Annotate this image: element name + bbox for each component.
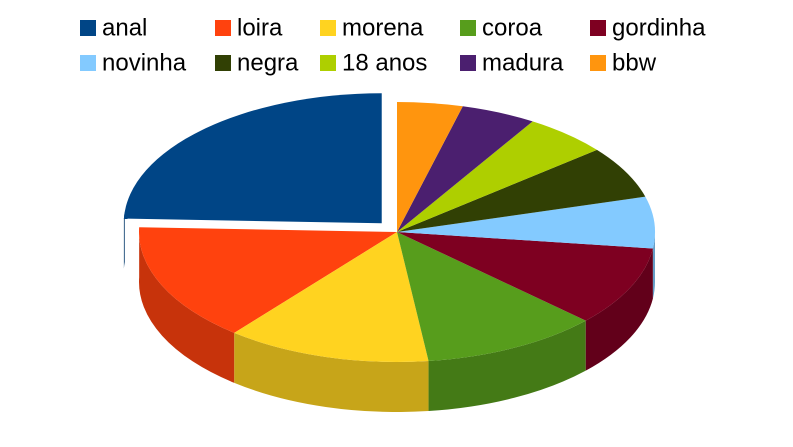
slice-side <box>123 211 125 269</box>
slice <box>234 232 429 362</box>
legend-label: 18 anos <box>342 49 427 76</box>
legend-swatch <box>590 55 606 71</box>
legend-swatch <box>80 20 96 36</box>
legend-label: negra <box>237 49 299 76</box>
legend-swatch <box>590 20 606 36</box>
legend-swatch <box>215 55 231 71</box>
slice-side <box>138 227 235 383</box>
legend-swatch <box>460 20 476 36</box>
slice-side <box>428 320 586 412</box>
slice <box>138 227 397 333</box>
legend-swatch <box>215 20 231 36</box>
legend-label: bbw <box>612 49 657 76</box>
slice <box>397 106 533 232</box>
legend-label: gordinha <box>612 14 706 41</box>
legend-swatch <box>460 55 476 71</box>
slice-side <box>585 248 653 371</box>
legend-swatch <box>320 20 336 36</box>
legend-label: loira <box>237 14 283 41</box>
legend-label: novinha <box>102 49 187 76</box>
slice <box>397 232 653 321</box>
slice <box>397 102 463 232</box>
slice <box>397 121 597 232</box>
legend-label: morena <box>342 14 424 41</box>
legend-label: coroa <box>482 14 543 41</box>
slice-side <box>652 232 655 299</box>
legend-label: anal <box>102 14 147 41</box>
legend-swatch <box>320 55 336 71</box>
slice-sides <box>123 211 655 412</box>
legend-label: madura <box>482 49 564 76</box>
slice <box>397 196 655 249</box>
slice-side <box>234 332 429 412</box>
slice <box>397 232 586 362</box>
legend-swatch <box>80 55 96 71</box>
slice-tops <box>123 93 655 362</box>
slice <box>123 93 382 224</box>
slice <box>397 149 646 232</box>
